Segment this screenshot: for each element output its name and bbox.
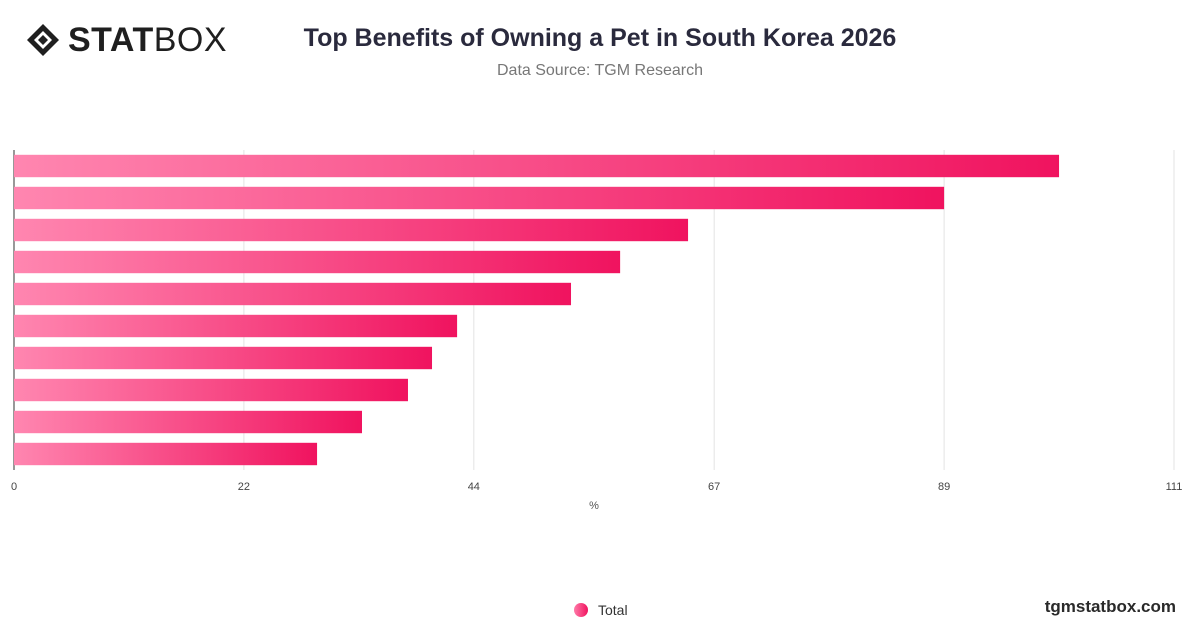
x-tick-label: 22 — [238, 481, 250, 493]
logo-text-bold: STAT — [68, 21, 154, 59]
bar[interactable] — [14, 154, 1060, 178]
x-tick-label: 0 — [11, 481, 17, 493]
bar[interactable] — [14, 442, 318, 466]
x-tick-label: 89 — [938, 481, 950, 493]
logo-text-light: BOX — [153, 21, 228, 59]
bar[interactable] — [14, 346, 433, 370]
statbox-logo: STATBOX — [26, 22, 227, 58]
x-axis-label: % — [589, 500, 599, 512]
bar[interactable] — [14, 250, 621, 274]
x-tick-label: 111 — [1166, 481, 1183, 493]
legend[interactable]: Total — [574, 602, 628, 618]
footer-website: tgmstatbox.com — [1044, 597, 1176, 616]
bar[interactable] — [14, 186, 945, 210]
bar[interactable] — [14, 378, 408, 402]
x-tick-label: 67 — [708, 481, 720, 493]
legend-marker — [574, 603, 588, 617]
x-tick-label: 44 — [468, 481, 480, 493]
chart-title: Top Benefits of Owning a Pet in South Ko… — [303, 24, 897, 52]
bar[interactable] — [14, 314, 458, 338]
chart-subtitle: Data Source: TGM Research — [496, 62, 703, 79]
diamond-logo-icon — [27, 24, 59, 56]
bar[interactable] — [14, 410, 362, 434]
bar[interactable] — [14, 218, 689, 242]
bar[interactable] — [14, 282, 572, 306]
legend-label: Total — [598, 602, 628, 618]
logo-text: STATBOX — [68, 22, 227, 58]
